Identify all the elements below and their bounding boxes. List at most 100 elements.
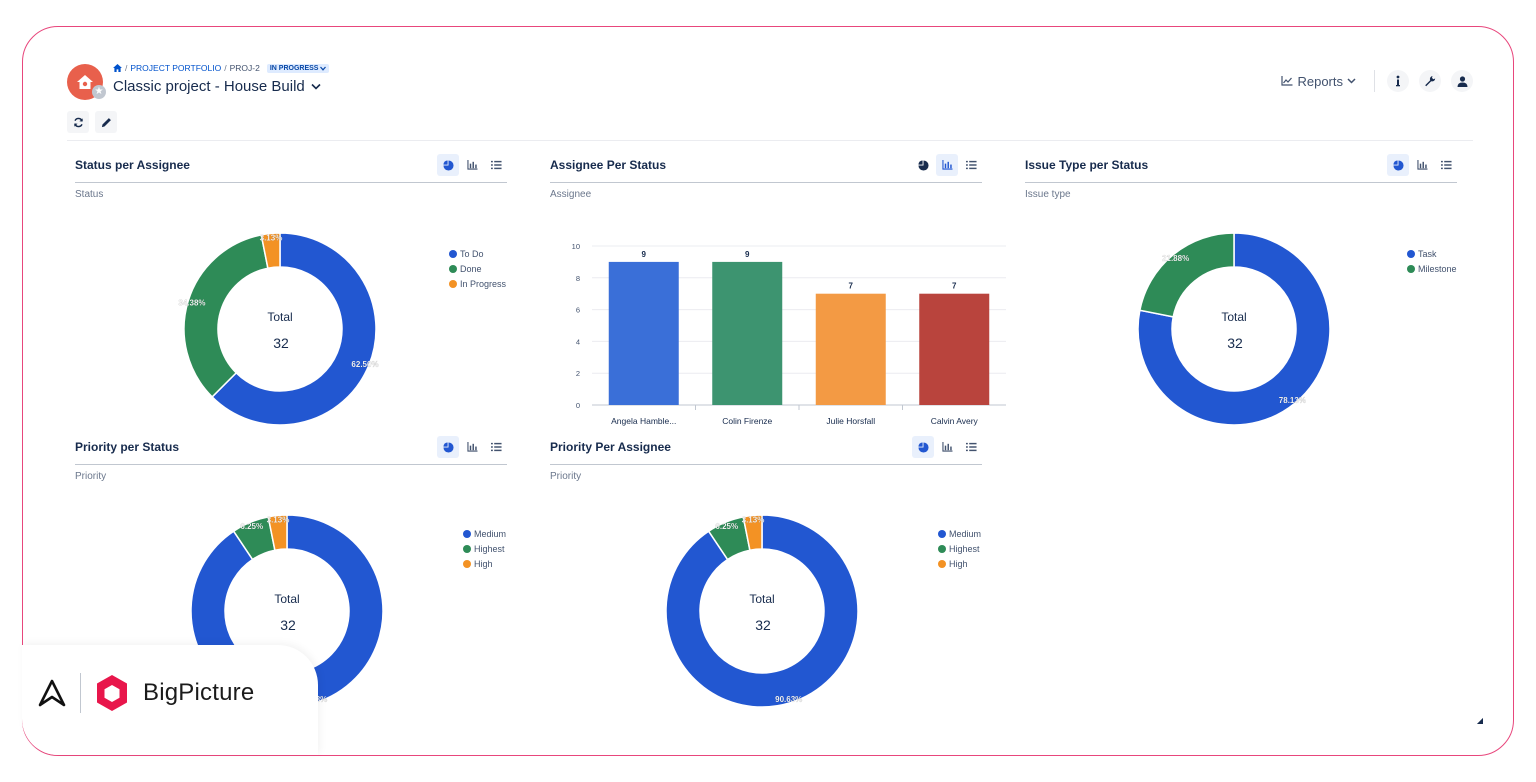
status-badge-label: IN PROGRESS (269, 64, 319, 72)
widget-title: Assignee Per Status (550, 158, 667, 172)
legend-item[interactable]: Task (1407, 246, 1457, 261)
chevron-down-icon (320, 66, 327, 71)
breadcrumb-portfolio-link[interactable]: PROJECT PORTFOLIO (130, 63, 222, 73)
legend-item[interactable]: High (938, 556, 981, 571)
legend-item[interactable]: Milestone (1407, 261, 1457, 276)
legend-item[interactable]: Highest (463, 541, 506, 556)
legend-label: To Do (460, 248, 484, 259)
donut-chart[interactable]: 78.13% 21.88% Total 32 (1017, 154, 1457, 426)
project-avatar[interactable] (67, 64, 103, 100)
chart-legend: To Do Done In Progress (449, 246, 506, 291)
legend-item[interactable]: Medium (938, 526, 981, 541)
brand-name: BigPicture (143, 679, 255, 706)
bar[interactable] (919, 293, 990, 405)
slice-data-label: 21.88% (1162, 254, 1189, 263)
pie-slice[interactable] (1137, 232, 1331, 426)
project-title-dropdown[interactable]: Classic project - House Build (113, 78, 321, 95)
chevron-down-icon (311, 83, 321, 90)
pie-slice[interactable] (1138, 232, 1235, 318)
slice-data-label: 78.13% (1279, 396, 1306, 405)
legend-swatch (938, 544, 946, 553)
widget-view-switcher (912, 154, 982, 176)
widget-subtitle: Priority (550, 471, 582, 482)
pie-slice[interactable] (183, 233, 269, 398)
pie-slice[interactable] (211, 232, 377, 426)
bar[interactable] (712, 261, 783, 405)
legend-label: Milestone (1418, 263, 1457, 274)
slice-data-label: 6.25% (240, 522, 263, 531)
donut-chart[interactable]: 62.50% 34.38% 3.13% Total 32 (67, 154, 507, 426)
bar-chart-icon (466, 160, 477, 170)
pie-slice[interactable] (742, 514, 763, 552)
widget-view-switcher (437, 436, 507, 458)
home-icon[interactable] (113, 64, 122, 72)
legend-item[interactable]: Medium (463, 526, 506, 541)
bar-view-button[interactable] (936, 154, 958, 176)
pie-slice[interactable] (665, 514, 859, 708)
widget-divider (75, 464, 507, 465)
legend-swatch (463, 544, 471, 553)
legend-swatch (1407, 249, 1415, 258)
legend-swatch (938, 559, 946, 568)
bar[interactable] (608, 261, 679, 405)
pie-view-button[interactable] (912, 436, 934, 458)
bar-view-button[interactable] (461, 436, 483, 458)
pie-view-button[interactable] (1387, 154, 1409, 176)
donut-center-value: 32 (755, 617, 771, 633)
header-actions: Reports (1275, 70, 1473, 92)
bar-data-label: 7 (849, 282, 854, 291)
star-icon[interactable]: ★ (92, 85, 106, 99)
pie-view-button[interactable] (437, 154, 459, 176)
user-button[interactable] (1451, 70, 1473, 92)
bar-view-button[interactable] (936, 436, 958, 458)
legend-item[interactable]: High (463, 556, 506, 571)
pie-view-button[interactable] (912, 154, 934, 176)
donut-center-label: Total (749, 592, 774, 606)
widget-title: Priority per Status (75, 440, 180, 454)
legend-item[interactable]: Highest (938, 541, 981, 556)
list-view-button[interactable] (960, 436, 982, 458)
widget-view-switcher (912, 436, 982, 458)
resize-handle-icon[interactable]: ◢ (1476, 716, 1483, 725)
legend-item[interactable]: Done (449, 261, 506, 276)
reports-dropdown-button[interactable]: Reports (1275, 71, 1362, 92)
pie-slice[interactable] (267, 514, 288, 552)
pie-view-button[interactable] (437, 436, 459, 458)
refresh-button[interactable] (67, 111, 89, 133)
legend-label: Done (460, 263, 482, 274)
widget-divider (1025, 182, 1457, 183)
brand-card: BigPicture (22, 645, 318, 755)
y-tick-label: 6 (576, 306, 580, 315)
line-chart-icon (1281, 76, 1293, 86)
legend-swatch (463, 529, 471, 538)
list-view-button[interactable] (485, 436, 507, 458)
y-tick-label: 0 (576, 401, 580, 410)
bar[interactable] (815, 293, 886, 405)
widget-subtitle: Issue type (1025, 189, 1071, 200)
list-view-button[interactable] (960, 154, 982, 176)
settings-button[interactable] (1419, 70, 1441, 92)
legend-item[interactable]: In Progress (449, 276, 506, 291)
list-view-button[interactable] (1435, 154, 1457, 176)
bar-view-button[interactable] (1411, 154, 1433, 176)
widget-status-per-assignee: Status per Assignee Status 62.50% 34.38% 3… (67, 154, 507, 426)
slice-data-label: 34.38% (178, 298, 205, 307)
pie-slice[interactable] (260, 232, 281, 270)
status-badge[interactable]: IN PROGRESS (266, 63, 330, 73)
bar-chart[interactable]: 0 2 4 6 8 10 9 Angela Hamble... 9 Colin Firenze 7 J… (542, 154, 1006, 426)
widget-divider (550, 464, 982, 465)
donut-chart[interactable]: 90.63% 6.25% 3.13% Total 32 (542, 436, 982, 708)
x-tick-label: Colin Firenze (722, 416, 772, 426)
legend-item[interactable]: To Do (449, 246, 506, 261)
list-view-button[interactable] (485, 154, 507, 176)
legend-label: Medium (474, 528, 507, 539)
pie-chart-icon (917, 441, 929, 453)
dashboard-toolbar (67, 111, 117, 133)
list-icon (965, 160, 977, 170)
breadcrumb-project-key[interactable]: PROJ-2 (229, 63, 260, 73)
info-button[interactable] (1387, 70, 1409, 92)
widget-subtitle: Priority (75, 471, 107, 482)
x-tick-label: Angela Hamble... (611, 416, 676, 426)
edit-button[interactable] (95, 111, 117, 133)
bar-view-button[interactable] (461, 154, 483, 176)
